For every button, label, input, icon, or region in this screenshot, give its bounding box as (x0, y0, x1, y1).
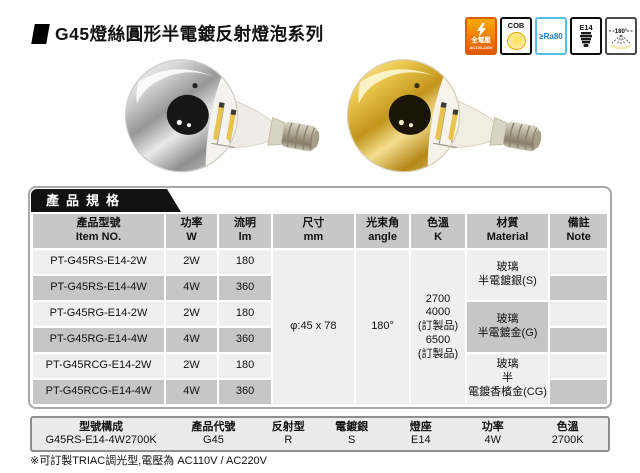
note-cell (550, 276, 607, 300)
cob-label: COB (507, 21, 525, 31)
model-code-col: 功率 4W (481, 421, 504, 447)
material-cell-gold: 玻璃 半電鍍金(G) (466, 302, 549, 352)
beam-cell: 180° (355, 250, 410, 404)
spec-row: PT-G45RCG-E14-4W 4W 360 (33, 380, 607, 404)
power-cell: 4W (166, 328, 217, 352)
silver-half-mirror-bulb-image (124, 59, 320, 173)
title-square-icon (31, 23, 50, 44)
gold-half-mirror-bulb-image (346, 59, 542, 173)
header-beam: 光束角 angle (355, 214, 410, 248)
note-cell (550, 250, 607, 274)
spec-header-row: 產品型號 Item NO. 功率 W 流明 lm 尺寸 mm 光束角 angle 色溫 K … (33, 214, 607, 248)
item-no-cell: PT-G45RCG-E14-2W (33, 354, 165, 378)
model-code-col: 型號構成 G45RS-E14-4W2700K (45, 421, 157, 447)
item-no-cell: PT-G45RG-E14-2W (33, 302, 165, 326)
item-no-cell: PT-G45RS-E14-2W (33, 250, 165, 274)
lumen-cell: 180 (219, 250, 272, 274)
header-power: 功率 W (166, 214, 217, 248)
model-code-col: 產品代號 G45 (191, 421, 236, 447)
lumen-cell: 360 (219, 380, 272, 404)
lumen-cell: 180 (219, 354, 272, 378)
cri-label: ≥Ra80 (539, 31, 563, 41)
beam-angle-badge: 180° (605, 17, 637, 55)
model-code-table: 型號構成 G45RS-E14-4W2700K 產品代號 G45 反射型 R 電鍍… (30, 416, 610, 453)
power-cell: 2W (166, 354, 217, 378)
lumen-cell: 180 (219, 302, 272, 326)
lumen-cell: 360 (219, 276, 272, 300)
spec-row: PT-G45RS-E14-4W 4W 360 (33, 276, 607, 300)
cct-cell: 2700 4000 (訂製品) 6500 (訂製品) (411, 250, 465, 404)
power-cell: 2W (166, 250, 217, 274)
header-material: 材質 Material (466, 214, 549, 248)
screw-base-icon (580, 32, 592, 48)
spec-table: 產品型號 Item NO. 功率 W 流明 lm 尺寸 mm 光束角 angle 色溫 K … (31, 212, 609, 406)
spec-row: PT-G45RS-E14-2W 2W 180 φ:45 x 78 180° 27… (33, 250, 607, 404)
spec-row: PT-G45RG-E14-2W 2W 180 玻璃 半電鍍金(G) (33, 302, 607, 352)
spec-row: PT-G45RG-E14-4W 4W 360 (33, 328, 607, 352)
spec-section: 產品規格 產品型號 Item NO. 功率 W 流明 lm 尺寸 mm 光束角 angle… (28, 186, 612, 409)
header-lumen: 流明 lm (219, 214, 272, 248)
power-cell: 4W (166, 380, 217, 404)
page-header: G45燈絲圓形半電鍍反射燈泡系列 (31, 21, 324, 46)
e14-base-badge: E14 (570, 17, 602, 55)
note-cell (550, 302, 607, 326)
lumen-cell: 360 (219, 328, 272, 352)
cob-badge: COB (500, 17, 532, 55)
spec-tab: 產品規格 (31, 189, 181, 212)
full-voltage-label: 全電壓 (471, 37, 491, 45)
feature-badges: 全電壓 AC100-240V COB ≥Ra80 E14 180° (465, 17, 637, 55)
spec-row: PT-G45RCG-E14-2W 2W 180 玻璃 半 電鍍香檳金(CG) (33, 354, 607, 404)
header-cct: 色溫 K (411, 214, 465, 248)
model-code-col: 反射型 R (271, 421, 305, 447)
svg-text:180°: 180° (615, 29, 628, 35)
item-no-cell: PT-G45RG-E14-4W (33, 328, 165, 352)
item-no-cell: PT-G45RS-E14-4W (33, 276, 165, 300)
beam-angle-icon: 180° (609, 29, 633, 50)
material-cell-champagne: 玻璃 半 電鍍香檳金(CG) (466, 354, 549, 404)
note-cell (550, 328, 607, 352)
power-cell: 2W (166, 302, 217, 326)
full-voltage-badge: 全電壓 AC100-240V (465, 17, 497, 55)
full-voltage-range: AC100-240V (469, 44, 493, 50)
model-code-col: 電鍍銀 S (335, 421, 369, 447)
note-cell (550, 354, 607, 378)
size-cell: φ:45 x 78 (273, 250, 354, 404)
footnote: ※可訂製TRIAC調光型,電壓為 AC110V / AC220V (30, 455, 268, 467)
note-cell (550, 380, 607, 404)
cri-badge: ≥Ra80 (535, 17, 567, 55)
item-no-cell: PT-G45RCG-E14-4W (33, 380, 165, 404)
page-title: G45燈絲圓形半電鍍反射燈泡系列 (55, 24, 324, 44)
model-code-col: 燈座 E14 (409, 421, 432, 447)
header-item: 產品型號 Item NO. (33, 214, 165, 248)
cob-chip-icon (506, 31, 526, 50)
power-cell: 4W (166, 276, 217, 300)
header-size: 尺寸 mm (273, 214, 354, 248)
lightning-icon (476, 23, 486, 38)
header-note: 備註 Note (550, 214, 607, 248)
model-code-col: 色溫 2700K (551, 421, 584, 447)
e14-label: E14 (579, 22, 593, 32)
material-cell-silver: 玻璃 半電鍍銀(S) (466, 250, 549, 300)
